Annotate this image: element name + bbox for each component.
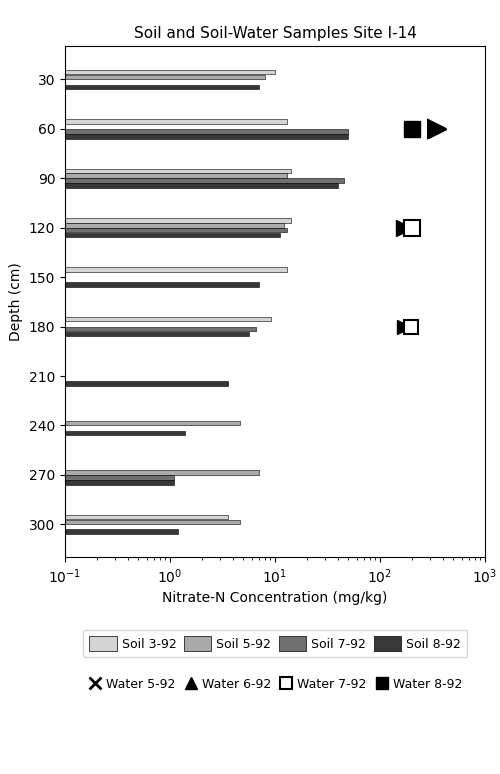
Bar	[65, 169, 290, 173]
Bar	[65, 421, 240, 425]
Bar	[65, 381, 228, 385]
Bar	[65, 223, 284, 228]
Bar	[65, 74, 266, 79]
Bar	[65, 317, 270, 321]
Bar	[65, 183, 338, 188]
Bar	[65, 218, 290, 223]
Bar	[65, 119, 288, 124]
Bar	[65, 519, 240, 524]
Legend: Water 5-92, Water 6-92, Water 7-92, Water 8-92: Water 5-92, Water 6-92, Water 7-92, Wate…	[82, 671, 468, 697]
Bar	[65, 134, 348, 139]
Bar	[65, 179, 344, 183]
Bar	[65, 228, 288, 232]
Bar	[65, 529, 178, 534]
Title: Soil and Soil-Water Samples Site I-14: Soil and Soil-Water Samples Site I-14	[134, 26, 416, 41]
Bar	[65, 430, 186, 435]
Bar	[65, 268, 288, 272]
Bar	[65, 332, 248, 336]
Bar	[65, 70, 276, 74]
Bar	[65, 475, 174, 480]
Bar	[65, 233, 280, 238]
Bar	[65, 327, 256, 331]
Y-axis label: Depth (cm): Depth (cm)	[9, 262, 23, 341]
Bar	[65, 283, 260, 287]
Bar	[65, 173, 288, 178]
Bar	[65, 84, 260, 89]
Bar	[65, 515, 228, 519]
Bar	[65, 470, 260, 474]
Bar	[65, 129, 348, 134]
Bar	[65, 480, 174, 485]
X-axis label: Nitrate-N Concentration (mg/kg): Nitrate-N Concentration (mg/kg)	[162, 591, 388, 605]
